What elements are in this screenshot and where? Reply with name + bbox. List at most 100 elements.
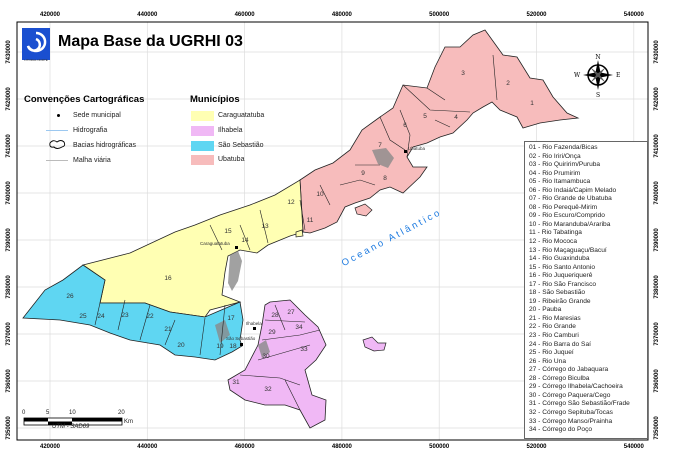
legend-ilhabela: Ilhabela <box>218 127 243 134</box>
municipality-ilhabela[interactable] <box>227 299 327 429</box>
basin-label-3[interactable]: 3 <box>461 70 465 77</box>
city-marker-caraguatatuba[interactable] <box>235 246 238 249</box>
y-tick-label-left: 7360000 <box>6 369 12 393</box>
x-tick-label-top: 460000 <box>234 12 255 18</box>
basin-label-31[interactable]: 31 <box>232 379 240 386</box>
basin-label-16[interactable]: 16 <box>164 275 172 282</box>
y-tick-label-right: 7370000 <box>654 322 660 346</box>
basin-label-1[interactable]: 1 <box>530 100 534 107</box>
scale-tick-20: 20 <box>118 410 125 416</box>
x-tick-label-bottom: 420000 <box>39 444 61 450</box>
basin-label-27[interactable]: 27 <box>287 309 295 316</box>
x-tick-label-bottom: 480000 <box>331 444 352 450</box>
basin-label-17[interactable]: 17 <box>227 315 235 322</box>
y-tick-label-right: 7380000 <box>654 275 660 299</box>
basin-label-9[interactable]: 9 <box>361 170 365 177</box>
basin-list-item: 04 - Rio Prumirim <box>529 169 581 177</box>
municipalities-title: Municípios <box>190 94 240 105</box>
swatch-caraguatatuba <box>191 111 214 121</box>
municipality-caraguatatuba[interactable] <box>82 179 304 318</box>
basin-label-8[interactable]: 8 <box>383 175 387 182</box>
basin-list-item: 34 - Córrego do Poço <box>529 426 593 434</box>
basin-list-item: 06 - Rio Indaiá/Capim Melado <box>529 186 617 194</box>
basin-label-21[interactable]: 21 <box>164 326 172 333</box>
y-tick-label-right: 7430000 <box>654 40 660 64</box>
scale-tick-0: 0 <box>22 410 26 416</box>
point-icon <box>57 114 60 117</box>
basin-list-item: 14 - Rio Guaxinduba <box>529 255 590 263</box>
compass-s: S <box>596 92 600 99</box>
basin-list-item: 08 - Rio Perequê-Mirim <box>529 203 598 211</box>
basin-list-item: 18 - São Sebastião <box>529 289 586 297</box>
basin-label-12[interactable]: 12 <box>287 199 295 206</box>
map-title: Mapa Base da UGRHI 03 <box>58 33 243 50</box>
basin-label-22[interactable]: 22 <box>146 313 154 320</box>
basin-label-11[interactable]: 11 <box>307 217 314 224</box>
river-line-icon <box>46 127 68 131</box>
basin-list-item: 09 - Rio Escuro/Comprido <box>529 212 605 220</box>
x-tick-label-bottom: 540000 <box>623 444 644 450</box>
basin-label-5[interactable]: 5 <box>423 113 427 120</box>
legend-sao-sebastiao: São Sebastião <box>218 142 264 149</box>
basin-list-item: 25 - Rio Juqueí <box>529 349 574 357</box>
x-tick-label-top: 420000 <box>39 12 61 18</box>
basin-label-23[interactable]: 23 <box>121 312 129 319</box>
y-tick-label-right: 7360000 <box>654 369 660 393</box>
scale-tick-10: 10 <box>69 410 76 416</box>
cbh-logo <box>22 28 50 60</box>
basin-list-item: 19 - Ribeirão Grande <box>529 297 591 305</box>
y-tick-label-left: 7390000 <box>6 228 12 252</box>
basin-label-10[interactable]: 10 <box>316 191 324 198</box>
y-tick-label-right: 7410000 <box>654 134 660 158</box>
basin-list-item: 21 - Rio Maresias <box>529 314 581 322</box>
basin-label-19[interactable]: 19 <box>216 343 224 350</box>
basin-label-2[interactable]: 2 <box>506 80 510 87</box>
basin-label-34[interactable]: 34 <box>295 324 303 331</box>
basin-list-item: 22 - Rio Grande <box>529 323 576 331</box>
basin-list-item: 23 - Rio Camburi <box>529 332 579 340</box>
conventions-title: Convenções Cartográficas <box>24 94 145 105</box>
city-label-ilhabela: Ilhabela <box>246 321 262 326</box>
city-marker-ilhabela[interactable] <box>253 327 256 330</box>
y-tick-label-left: 7380000 <box>6 275 12 299</box>
y-tick-label-left: 7430000 <box>6 40 12 64</box>
basin-label-25[interactable]: 25 <box>79 313 87 320</box>
x-tick-label-top: 520000 <box>526 12 547 18</box>
y-tick-label-left: 7350000 <box>6 416 12 440</box>
basin-label-24[interactable]: 24 <box>97 313 105 320</box>
basin-list-item: 01 - Rio Fazenda/Bicas <box>529 144 598 151</box>
municipality-sao-sebastiao[interactable] <box>22 264 244 361</box>
basin-list-item: 28 - Córrego Biculba <box>529 374 590 382</box>
basin-boundaries <box>94 54 498 411</box>
basin-label-6[interactable]: 6 <box>403 122 407 129</box>
basin-label-18[interactable]: 18 <box>229 343 237 350</box>
basin-list-item: 27 - Córrego do Jabaquara <box>529 366 609 374</box>
basin-label-29[interactable]: 29 <box>268 329 276 336</box>
swatch-ilhabela <box>191 126 214 136</box>
legend-caraguatatuba: Caraguatatuba <box>218 112 265 119</box>
basin-label-4[interactable]: 4 <box>454 114 458 121</box>
basin-label-28[interactable]: 28 <box>271 312 279 319</box>
logo-subtext: LITORAL NORTE <box>24 58 48 62</box>
city-marker-ubatuba[interactable] <box>404 150 407 153</box>
city-marker-sao-sebastiao[interactable] <box>240 343 243 346</box>
basin-label-30[interactable]: 30 <box>262 353 270 360</box>
basin-label-15[interactable]: 15 <box>224 228 232 235</box>
basin-label-26[interactable]: 26 <box>66 293 74 300</box>
basin-label-14[interactable]: 14 <box>241 237 249 244</box>
basin-label-20[interactable]: 20 <box>177 342 185 349</box>
basin-list-item: 11 - Rio Tabatinga <box>529 229 582 237</box>
y-tick-label-right: 7390000 <box>654 228 660 252</box>
y-tick-label-left: 7420000 <box>6 87 12 111</box>
basin-list-item: 17 - Rio São Francisco <box>529 280 597 288</box>
island-vitoria <box>362 336 387 352</box>
swatch-ubatuba <box>191 155 214 165</box>
basin-label-32[interactable]: 32 <box>264 386 272 393</box>
basin-label-33[interactable]: 33 <box>300 346 308 353</box>
scale-unit: Km <box>124 419 133 425</box>
basin-list-item: 07 - Rio Grande de Ubatuba <box>529 195 612 203</box>
x-tick-label-bottom: 460000 <box>234 444 255 450</box>
basin-label-7[interactable]: 7 <box>378 142 382 149</box>
basin-label-13[interactable]: 13 <box>261 223 269 230</box>
